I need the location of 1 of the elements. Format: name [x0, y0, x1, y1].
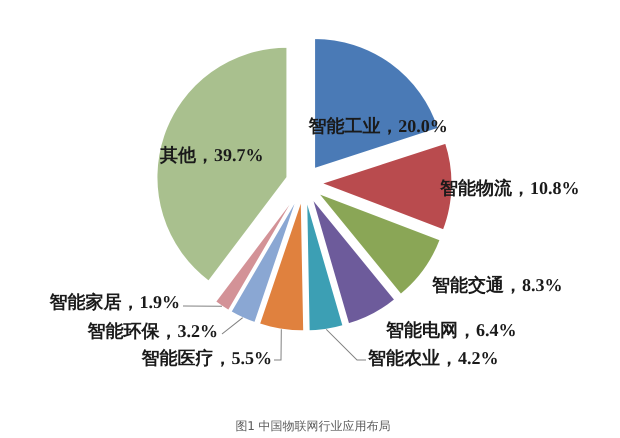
caption: 图1 中国物联网行业应用布局	[235, 419, 391, 433]
